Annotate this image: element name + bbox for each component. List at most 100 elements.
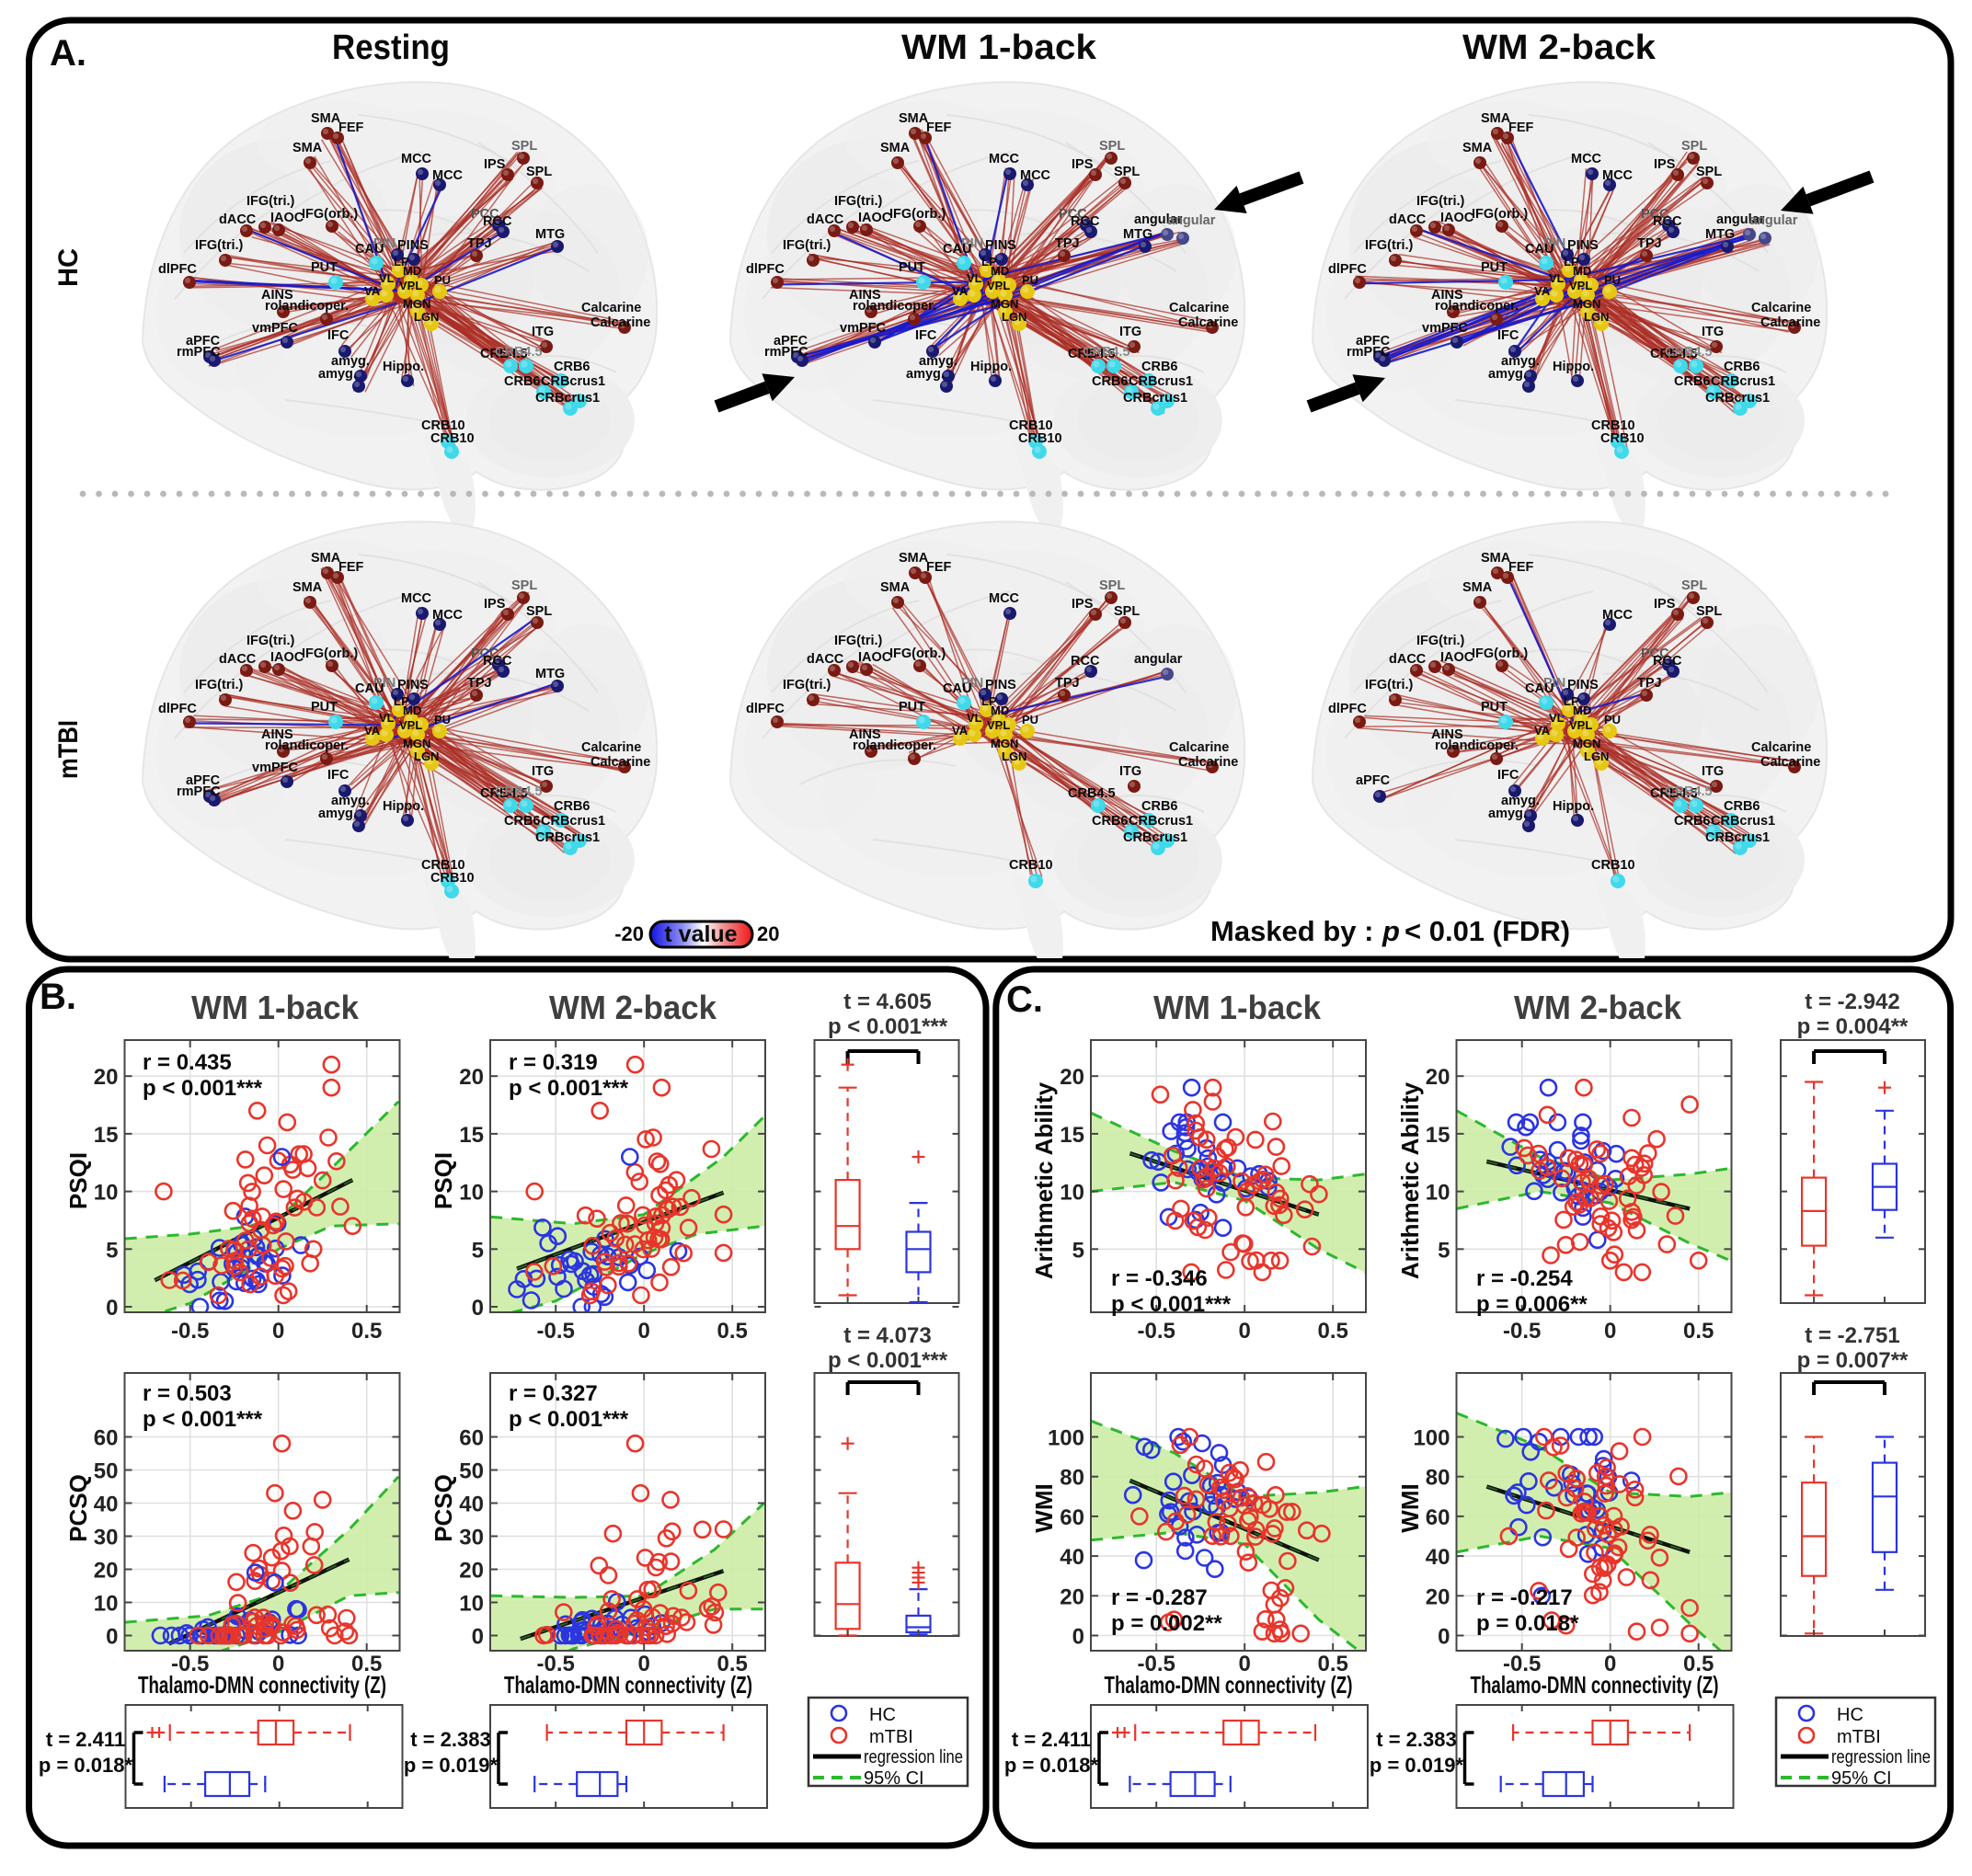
svg-text:IAOC: IAOC (858, 650, 892, 665)
svg-text:Calcarine: Calcarine (581, 740, 641, 755)
svg-text:Calcarine: Calcarine (581, 301, 641, 315)
svg-text:IPS: IPS (1072, 597, 1094, 612)
svg-text:r = -0.217: r = -0.217 (1476, 1585, 1573, 1610)
svg-text:SMA: SMA (1462, 141, 1493, 155)
svg-text:IAOC: IAOC (270, 650, 304, 665)
svg-text:CRBcrus1: CRBcrus1 (1123, 830, 1187, 845)
svg-text:dlPFC: dlPFC (746, 702, 785, 716)
svg-text:PSQI: PSQI (430, 1152, 457, 1209)
svg-text:dACC: dACC (807, 212, 844, 227)
svg-text:dACC: dACC (219, 652, 257, 667)
svg-text:RCC: RCC (483, 214, 512, 229)
svg-text:IFG(tri.): IFG(tri.) (1416, 194, 1465, 209)
svg-text:CRB6: CRB6 (504, 814, 540, 829)
svg-text:IFC: IFC (1497, 328, 1519, 343)
svg-text:p = 0.018*: p = 0.018* (1004, 1754, 1099, 1777)
svg-text:MGN: MGN (991, 297, 1018, 311)
svg-text:CRB10: CRB10 (1018, 431, 1062, 446)
svg-text:IFG(orb.): IFG(orb.) (302, 646, 358, 661)
svg-text:0.5: 0.5 (1683, 1652, 1714, 1676)
svg-text:AINS: AINS (1431, 727, 1463, 742)
svg-text:A.: A. (50, 33, 86, 74)
svg-text:PIN: PIN (373, 676, 396, 691)
svg-text:IFG(orb.): IFG(orb.) (1472, 207, 1528, 222)
svg-text:aPFC: aPFC (1356, 773, 1391, 788)
svg-text:-0.5: -0.5 (1503, 1652, 1541, 1676)
svg-text:VA: VA (952, 284, 969, 298)
svg-text:CRB6: CRB6 (504, 374, 540, 389)
svg-text:0.5: 0.5 (1318, 1652, 1348, 1676)
svg-text:CAU: CAU (1525, 242, 1554, 257)
svg-text:dlPFC: dlPFC (1328, 702, 1367, 716)
svg-text:TPJ: TPJ (1055, 236, 1080, 251)
svg-text:-0.5: -0.5 (537, 1319, 575, 1344)
svg-text:Thalamo-DMN connectivity (Z): Thalamo-DMN connectivity (Z) (138, 1671, 386, 1699)
svg-text:IFG(tri.): IFG(tri.) (783, 678, 831, 692)
svg-text:MCC: MCC (1602, 168, 1634, 183)
svg-text:IFC: IFC (327, 768, 350, 783)
svg-text:SPL: SPL (1696, 165, 1722, 179)
svg-text:20: 20 (1426, 1584, 1450, 1609)
svg-text:amyg.: amyg. (1488, 806, 1527, 821)
svg-text:SPL: SPL (511, 139, 537, 154)
svg-text:B.: B. (40, 977, 76, 1017)
svg-text:p = 0.002**: p = 0.002** (1111, 1611, 1222, 1636)
svg-text:20: 20 (459, 1559, 484, 1584)
svg-text:PU: PU (1604, 273, 1621, 287)
svg-text:20: 20 (1426, 1065, 1450, 1090)
svg-text:SMA: SMA (292, 141, 323, 155)
svg-text:dACC: dACC (219, 212, 257, 227)
svg-text:CRB4.5: CRB4.5 (1665, 784, 1713, 799)
svg-text:r = -0.287: r = -0.287 (1111, 1585, 1208, 1610)
svg-text:VPL: VPL (1569, 718, 1592, 732)
svg-text:40: 40 (1426, 1545, 1450, 1570)
svg-text:HC: HC (869, 1705, 896, 1725)
svg-text:LP: LP (1564, 694, 1579, 708)
svg-text:Hippo.: Hippo. (383, 799, 424, 814)
svg-text:0: 0 (638, 1319, 650, 1344)
svg-text:CRB4.5: CRB4.5 (1650, 786, 1698, 801)
svg-text:CRBcrus1: CRBcrus1 (1123, 391, 1187, 406)
svg-text:Calcarine: Calcarine (1751, 301, 1811, 315)
svg-text:VPL: VPL (987, 279, 1010, 292)
svg-text:Masked by :: Masked by : (1210, 915, 1373, 947)
svg-text:VL: VL (967, 271, 982, 285)
svg-text:Calcarine: Calcarine (590, 315, 650, 330)
svg-text:LP: LP (1564, 255, 1579, 269)
svg-text:p = 0.019*: p = 0.019* (404, 1754, 499, 1777)
svg-text:RCC: RCC (1653, 654, 1682, 669)
svg-text:IFG(orb.): IFG(orb.) (1472, 646, 1528, 661)
svg-text:p = 0.018*: p = 0.018* (1476, 1611, 1579, 1636)
svg-text:rmPFC: rmPFC (764, 345, 808, 360)
svg-text:CRB6: CRB6 (1092, 374, 1128, 389)
svg-text:p < 0.001***: p < 0.001*** (509, 1407, 629, 1432)
svg-text:MD: MD (403, 704, 421, 717)
svg-text:0: 0 (1604, 1652, 1616, 1676)
svg-text:LP: LP (394, 694, 409, 708)
svg-text:-0.5: -0.5 (537, 1652, 575, 1676)
svg-text:WMI: WMI (1030, 1483, 1058, 1532)
svg-text:Arithmetic Ability: Arithmetic Ability (1030, 1081, 1058, 1279)
svg-text:vmPFC: vmPFC (252, 321, 298, 336)
svg-text:Calcarine: Calcarine (1178, 315, 1238, 330)
svg-text:VPL: VPL (1569, 279, 1592, 292)
svg-text:p: p (1382, 915, 1400, 947)
svg-text:SPL: SPL (511, 578, 537, 593)
svg-text:PUT: PUT (311, 700, 338, 715)
svg-text:IAOC: IAOC (1440, 650, 1474, 665)
svg-text:IFG(tri.): IFG(tri.) (246, 194, 295, 209)
svg-text:WM 1-back: WM 1-back (1153, 989, 1322, 1026)
svg-text:MCC: MCC (401, 591, 432, 606)
svg-text:amyg.: amyg. (318, 367, 357, 382)
svg-text:CRBcrus1: CRBcrus1 (535, 830, 600, 845)
svg-text:aPFC: aPFC (186, 334, 221, 349)
svg-text:VL: VL (1549, 711, 1565, 725)
svg-text:CRB10: CRB10 (421, 418, 465, 433)
svg-text:LGN: LGN (414, 749, 439, 763)
svg-text:CRB10: CRB10 (421, 858, 465, 873)
svg-text:5: 5 (1072, 1238, 1084, 1263)
svg-text:MD: MD (1573, 704, 1591, 717)
svg-text:PSQI: PSQI (64, 1152, 92, 1209)
svg-text:regression line: regression line (1831, 1747, 1931, 1767)
svg-text:IPS: IPS (1654, 157, 1676, 172)
